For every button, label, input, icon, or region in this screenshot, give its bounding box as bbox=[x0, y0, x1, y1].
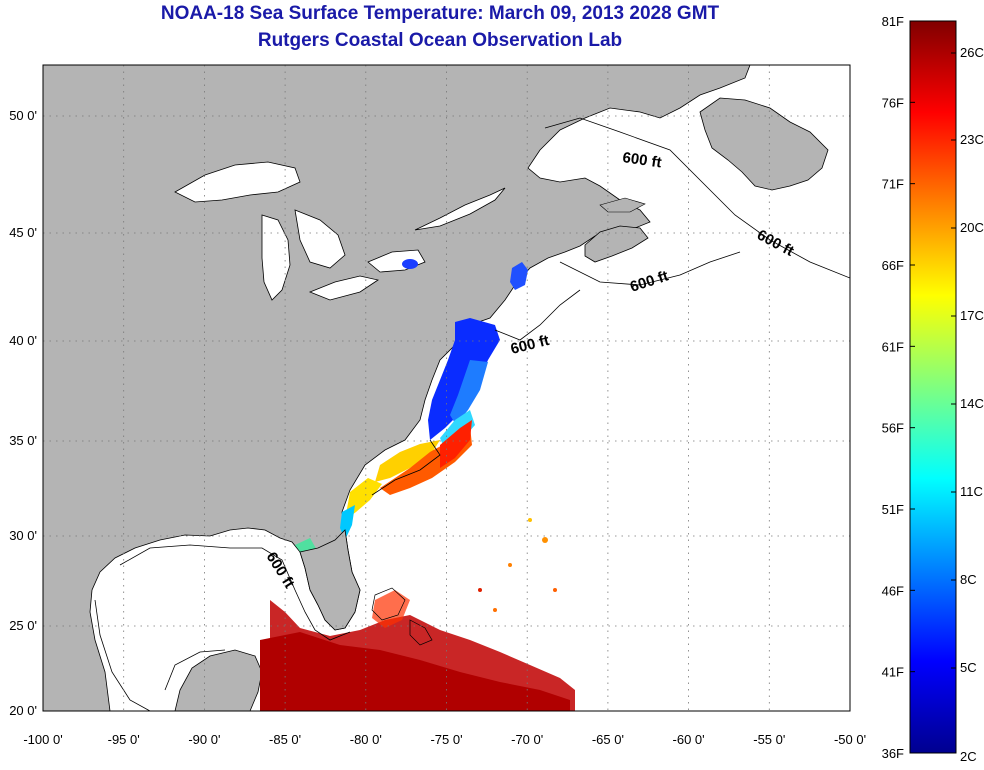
yucatan-land bbox=[174, 649, 263, 711]
great-lakes bbox=[174, 161, 506, 301]
colorbar-c-label: 5C bbox=[960, 660, 977, 675]
lat-label: 35 0' bbox=[9, 433, 37, 448]
colorbar-f-label: 56F bbox=[882, 421, 904, 436]
colorbar-c-label: 26C bbox=[960, 45, 984, 60]
lon-label: -70 0' bbox=[511, 732, 543, 747]
depth-label-1: 600 ft bbox=[621, 149, 662, 171]
colorbar-c-label: 17C bbox=[960, 308, 984, 323]
map-frame bbox=[42, 64, 851, 712]
lon-label: -75 0' bbox=[430, 732, 462, 747]
lon-label: -50 0' bbox=[834, 732, 866, 747]
colorbar-f-label: 66F bbox=[882, 258, 904, 273]
lon-label: -80 0' bbox=[350, 732, 382, 747]
colorbar-f-label: 36F bbox=[882, 746, 904, 761]
colorbar-c-label: 8C bbox=[960, 572, 977, 587]
colorbar-fahrenheit-labels: 81F 76F 71F 66F 61F 56F 51F 46F 41F 36F bbox=[882, 14, 915, 761]
lon-label: -90 0' bbox=[188, 732, 220, 747]
colorbar-f-label: 61F bbox=[882, 339, 904, 354]
lon-label: -65 0' bbox=[592, 732, 624, 747]
newfoundland-land bbox=[699, 97, 829, 191]
isobath-600ft bbox=[94, 117, 850, 711]
florida-land bbox=[299, 529, 361, 631]
latitude-labels: 50 0' 45 0' 40 0' 35 0' 30 0' 25 0' 20 0' bbox=[9, 108, 37, 718]
lon-label: -95 0' bbox=[108, 732, 140, 747]
chart-title: NOAA-18 Sea Surface Temperature: March 0… bbox=[160, 3, 720, 24]
colorbar-c-label: 23C bbox=[960, 132, 984, 147]
colorbar: 81F 76F 71F 66F 61F 56F 51F 46F 41F 36F 26C 23C 20C… bbox=[882, 14, 984, 764]
colorbar-f-label: 71F bbox=[882, 177, 904, 192]
colorbar-f-label: 51F bbox=[882, 502, 904, 517]
lon-label: -100 0' bbox=[23, 732, 62, 747]
colorbar-gradient bbox=[909, 20, 957, 754]
lat-label: 20 0' bbox=[9, 703, 37, 718]
longitude-labels: -100 0' -95 0' -90 0' -85 0' -80 0' -75 0' -70… bbox=[23, 732, 866, 747]
colorbar-f-label: 41F bbox=[882, 665, 904, 680]
colorbar-f-label: 76F bbox=[882, 95, 904, 110]
lon-label: -60 0' bbox=[673, 732, 705, 747]
lat-label: 45 0' bbox=[9, 225, 37, 240]
lat-label: 50 0' bbox=[9, 108, 37, 123]
lon-label: -85 0' bbox=[269, 732, 301, 747]
nova-scotia-land bbox=[584, 225, 649, 263]
colorbar-c-label: 14C bbox=[960, 396, 984, 411]
lon-label: -55 0' bbox=[753, 732, 785, 747]
colorbar-c-label: 11C bbox=[960, 484, 983, 499]
colorbar-c-label: 20C bbox=[960, 220, 984, 235]
colorbar-f-label: 46F bbox=[882, 583, 904, 598]
map-grid bbox=[43, 65, 850, 711]
lat-label: 40 0' bbox=[9, 333, 37, 348]
colorbar-celsius-labels: 26C 23C 20C 17C 14C 11C 8C 5C 2C bbox=[951, 45, 984, 764]
lat-label: 25 0' bbox=[9, 618, 37, 633]
chart-subtitle: Rutgers Coastal Ocean Observation Lab bbox=[257, 30, 623, 51]
map-plot-area: 600 ft 600 ft 600 ft 600 ft 600 ft bbox=[43, 65, 850, 711]
lat-label: 30 0' bbox=[9, 528, 37, 543]
colorbar-c-label: 2C bbox=[960, 749, 977, 764]
colorbar-f-label: 81F bbox=[882, 14, 904, 29]
